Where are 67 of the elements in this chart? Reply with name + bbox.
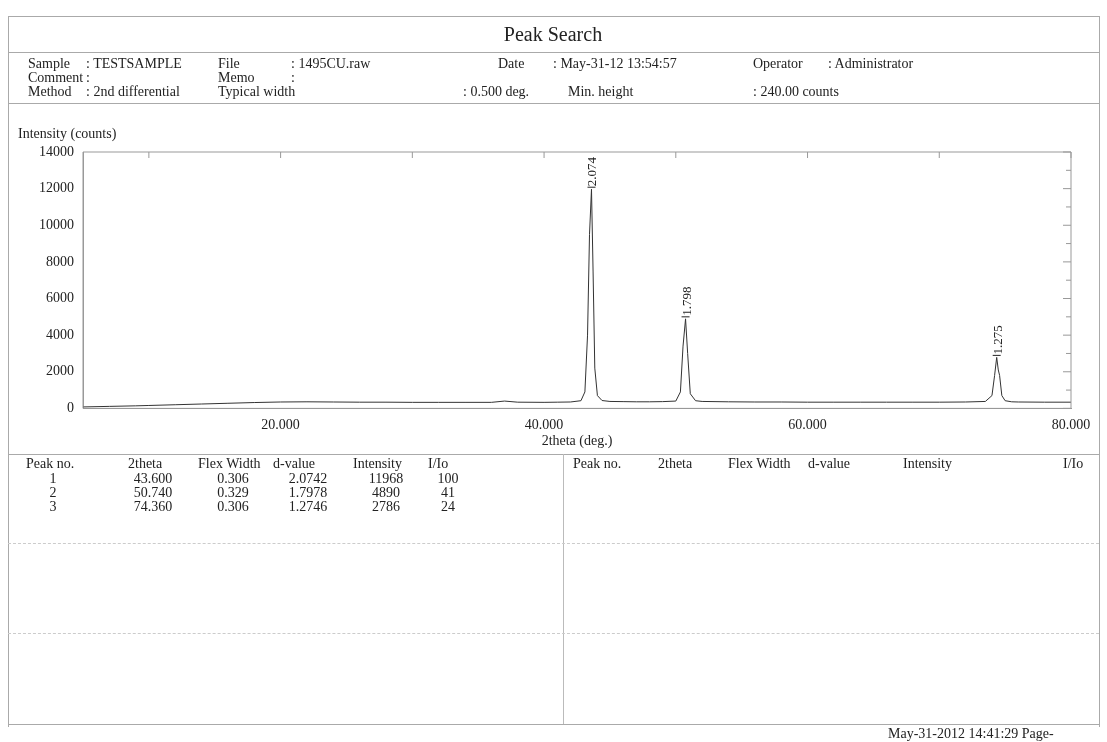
text: : 2nd differential <box>86 84 180 100</box>
text: Typical width <box>218 84 296 100</box>
text: Sample <box>28 56 70 72</box>
y-tick-label: 10000 <box>39 216 74 232</box>
text: : 240.00 counts <box>753 84 839 100</box>
text: Method <box>28 84 72 100</box>
text: 41 <box>441 485 455 501</box>
text: : 0.500 deg. <box>463 84 530 100</box>
text: 2theta <box>658 456 693 472</box>
text: 0.329 <box>217 485 249 501</box>
annotation: 1.798 <box>678 286 694 316</box>
x-tick-label: 40.000 <box>524 417 564 433</box>
text: Peak no. <box>573 456 622 472</box>
text: : May-31-12 13:54:57 <box>553 56 677 72</box>
text: Intensity <box>903 456 952 472</box>
text: 1.7978 <box>288 485 328 501</box>
y-axis-title: Intensity (counts) <box>18 126 117 142</box>
text: : <box>291 70 295 86</box>
y-tick-label: 12000 <box>39 180 74 196</box>
y-tick-label: 2000 <box>46 363 74 379</box>
x-tick-label: 60.000 <box>788 417 827 433</box>
text: 11968 <box>368 471 404 487</box>
text: Intensity <box>353 456 402 472</box>
chart-title: Peak Search <box>502 22 604 47</box>
text: : <box>86 70 90 86</box>
text: : Administrator <box>828 56 914 72</box>
text: Min. height <box>568 84 634 100</box>
text: Memo <box>218 70 255 86</box>
y-tick-label: 14000 <box>39 143 74 159</box>
text: Flex Width <box>198 456 261 472</box>
text: Comment <box>28 70 84 86</box>
annotation: 1.275 <box>989 325 1005 355</box>
text: Date <box>498 56 525 72</box>
text: : TESTSAMPLE <box>86 56 182 72</box>
text: 74.360 <box>133 499 173 515</box>
text: File <box>218 56 240 72</box>
text: 2786 <box>372 499 400 515</box>
text: 1.2746 <box>288 499 328 515</box>
text: 3 <box>49 499 57 515</box>
text: : 1495CU.raw <box>291 56 371 72</box>
x-tick-label: 80.000 <box>1051 417 1091 433</box>
text: May-31-2012 14:41:29 Page- <box>888 726 1054 742</box>
text: 24 <box>441 499 455 515</box>
y-tick-label: 0 <box>67 400 74 416</box>
text: 0.306 <box>217 499 249 515</box>
text: d-value <box>808 456 850 472</box>
x-tick-label: 20.000 <box>261 417 300 433</box>
text: I/Io <box>428 456 449 472</box>
text: d-value <box>273 456 315 472</box>
text: 4890 <box>372 485 400 501</box>
text: 50.740 <box>133 485 173 501</box>
y-tick-label: 6000 <box>46 290 74 306</box>
y-tick-label: 4000 <box>46 326 74 342</box>
text: Flex Width <box>728 456 791 472</box>
text: 43.600 <box>133 471 173 487</box>
text: 2theta <box>128 456 163 472</box>
text: 2 <box>49 485 57 501</box>
text: Peak no. <box>26 456 75 472</box>
annotation: 2.074 <box>584 156 600 187</box>
text: Operator <box>753 56 803 72</box>
text: I/Io <box>1063 456 1084 472</box>
text: 1 <box>49 471 57 487</box>
text: 2.0742 <box>288 471 328 487</box>
text: 0.306 <box>217 471 249 487</box>
y-tick-label: 8000 <box>46 253 74 269</box>
x-axis-title: 2theta (deg.) <box>541 433 613 450</box>
text: 100 <box>437 471 459 487</box>
